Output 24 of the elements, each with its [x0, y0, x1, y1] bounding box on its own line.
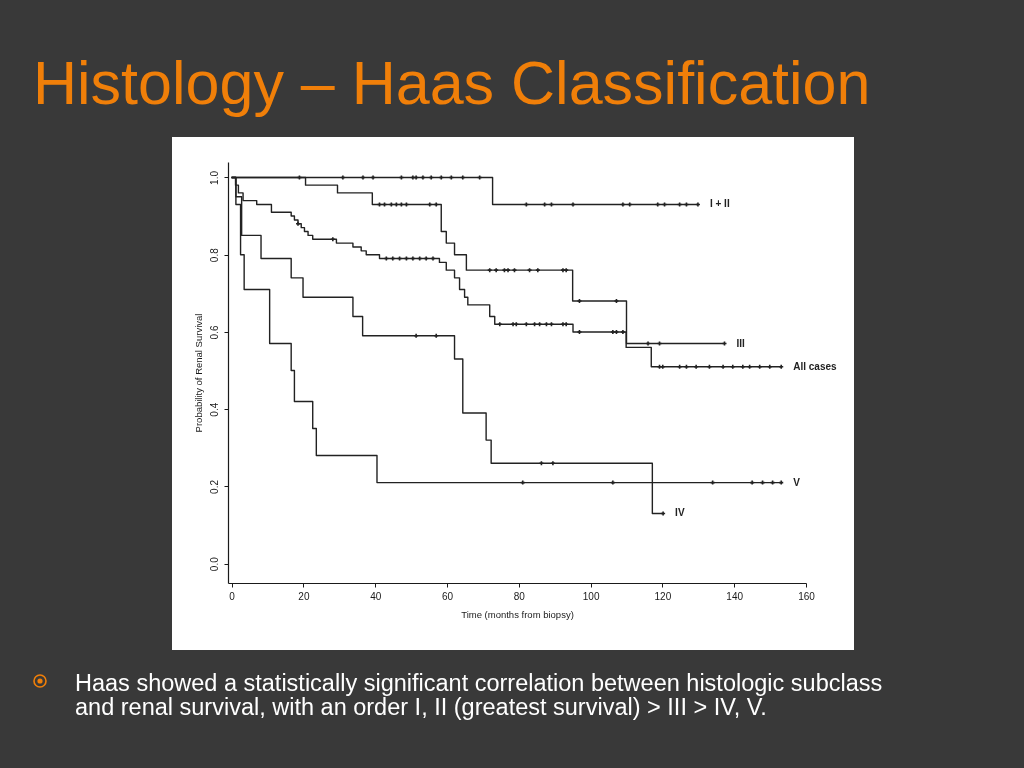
- x-tick-label: 140: [726, 590, 744, 602]
- x-tick-label: 120: [654, 590, 672, 602]
- y-tick-label: 0.0: [208, 556, 220, 572]
- x-tick-label: 80: [513, 590, 526, 602]
- y-tick-label: 1.0: [208, 170, 220, 185]
- y-tick-label: 0.6: [208, 325, 220, 340]
- series-label: All cases: [793, 360, 838, 372]
- x-tick-label: 0: [229, 590, 236, 602]
- series-label: V: [793, 476, 801, 488]
- text: Haas showed a statistically significant correlation between histologic subclass and renal survival, with an order I, II (greatest survival) > III > IV, V.: [75, 670, 883, 720]
- y-tick-label: 0.4: [208, 402, 220, 417]
- x-tick-label: 40: [370, 590, 382, 602]
- y-tick-label: 0.8: [208, 247, 220, 263]
- x-tick-label: 100: [582, 590, 600, 602]
- x-tick-label: 60: [441, 590, 454, 602]
- x-tick-label: 160: [798, 590, 816, 602]
- series-label: III: [736, 337, 746, 349]
- x-tick-label: 20: [298, 590, 310, 602]
- chart-title: Histology – Haas Classification: [33, 49, 871, 117]
- series-label: I + II: [709, 198, 730, 210]
- y-tick-label: 0.2: [208, 479, 220, 494]
- y-axis-title: Probability of Renal Survival: [192, 313, 204, 433]
- series-label: IV: [675, 507, 685, 519]
- x-axis-title: Time (months from biopsy): [461, 608, 574, 620]
